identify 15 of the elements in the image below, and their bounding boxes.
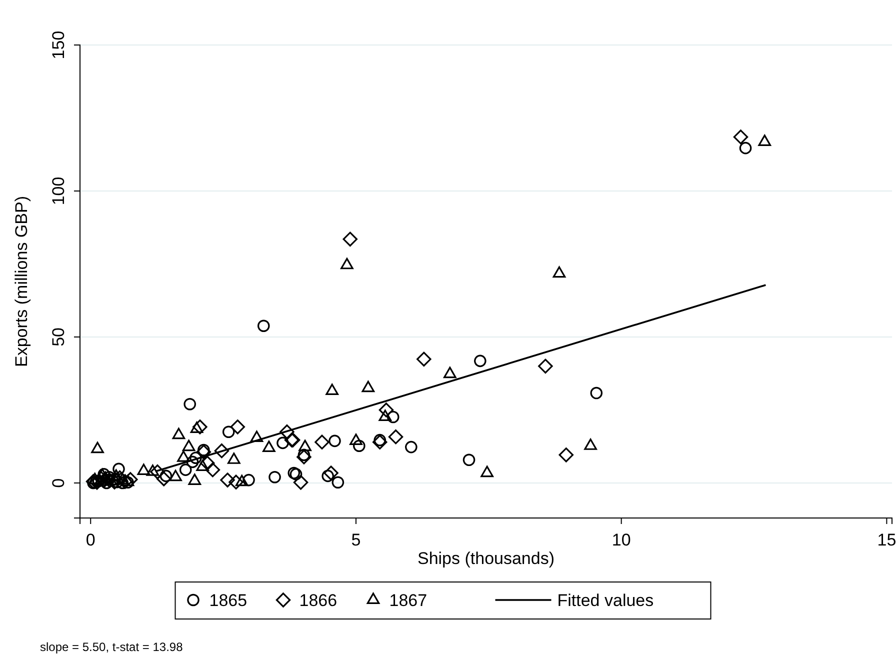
x-tick-label: 0	[86, 530, 96, 550]
text: slope = 5.50, t-stat = 13.98	[40, 640, 184, 654]
legend-label: Fitted values	[557, 591, 654, 610]
x-tick-label: 5	[351, 530, 361, 550]
y-tick-label: 150	[49, 30, 68, 60]
x-tick-label: 10	[612, 530, 631, 550]
y-axis-title: Exports (millions GBP)	[12, 196, 31, 367]
legend-label: 1866	[299, 591, 338, 610]
y-tick-label: 100	[49, 176, 68, 206]
legend-label: 1867	[389, 591, 428, 610]
legend-label: 1865	[209, 591, 248, 610]
y-tick-label: 50	[49, 328, 68, 346]
y-tick-label: 0	[49, 478, 68, 488]
x-tick-label: 15	[877, 530, 896, 550]
x-axis-title: Ships (thousands)	[417, 549, 555, 568]
